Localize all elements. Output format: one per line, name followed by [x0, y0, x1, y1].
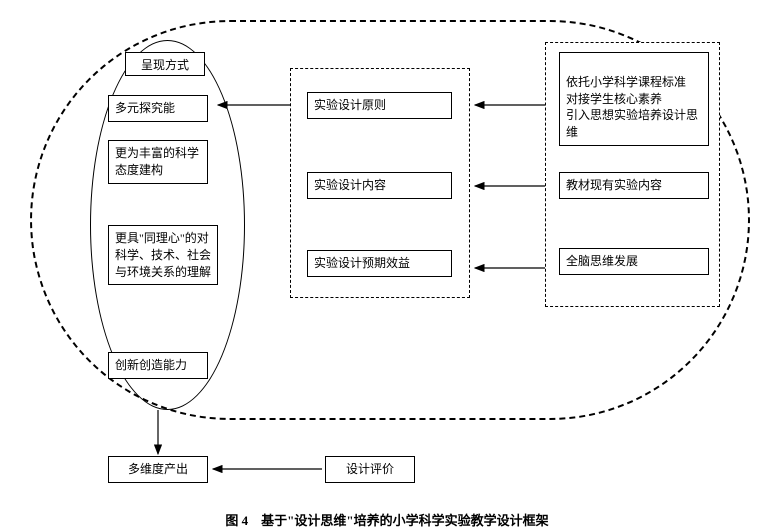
- left-box-4: 创新创造能力: [108, 352, 208, 379]
- output-box: 多维度产出: [108, 456, 208, 483]
- left-box-3: 更具"同理心"的对科学、技术、社会与环境关系的理解: [108, 225, 218, 285]
- center-box-3: 实验设计预期效益: [307, 250, 452, 277]
- evaluate-label: 设计评价: [346, 462, 394, 476]
- left-box-2-label: 更为丰富的科学态度建构: [115, 146, 199, 177]
- center-box-3-label: 实验设计预期效益: [314, 256, 410, 270]
- presentation-mode-label: 呈现方式: [141, 58, 189, 72]
- figure-caption: 图 4 基于"设计思维"培养的小学科学实验教学设计框架: [0, 510, 774, 529]
- presentation-mode-box: 呈现方式: [125, 52, 205, 76]
- left-box-3-label: 更具"同理心"的对科学、技术、社会与环境关系的理解: [115, 231, 211, 279]
- evaluate-box: 设计评价: [325, 456, 415, 483]
- output-label: 多维度产出: [128, 462, 188, 476]
- right-box-3-label: 全脑思维发展: [566, 254, 638, 268]
- right-box-3: 全脑思维发展: [559, 248, 709, 275]
- left-box-2: 更为丰富的科学态度建构: [108, 140, 208, 184]
- left-box-1-label: 多元探究能: [115, 101, 175, 115]
- right-box-1-label: 依托小学科学课程标准 对接学生核心素养 引入思想实验培养设计思维: [566, 75, 698, 139]
- caption-text: 图 4 基于"设计思维"培养的小学科学实验教学设计框架: [225, 513, 548, 528]
- center-box-1: 实验设计原则: [307, 92, 452, 119]
- right-box-2: 教材现有实验内容: [559, 172, 709, 199]
- center-box-1-label: 实验设计原则: [314, 98, 386, 112]
- right-box-2-label: 教材现有实验内容: [566, 178, 662, 192]
- center-box-2-label: 实验设计内容: [314, 178, 386, 192]
- right-box-1: 依托小学科学课程标准 对接学生核心素养 引入思想实验培养设计思维: [559, 52, 709, 146]
- left-box-4-label: 创新创造能力: [115, 358, 187, 372]
- left-box-1: 多元探究能: [108, 95, 208, 122]
- center-box-2: 实验设计内容: [307, 172, 452, 199]
